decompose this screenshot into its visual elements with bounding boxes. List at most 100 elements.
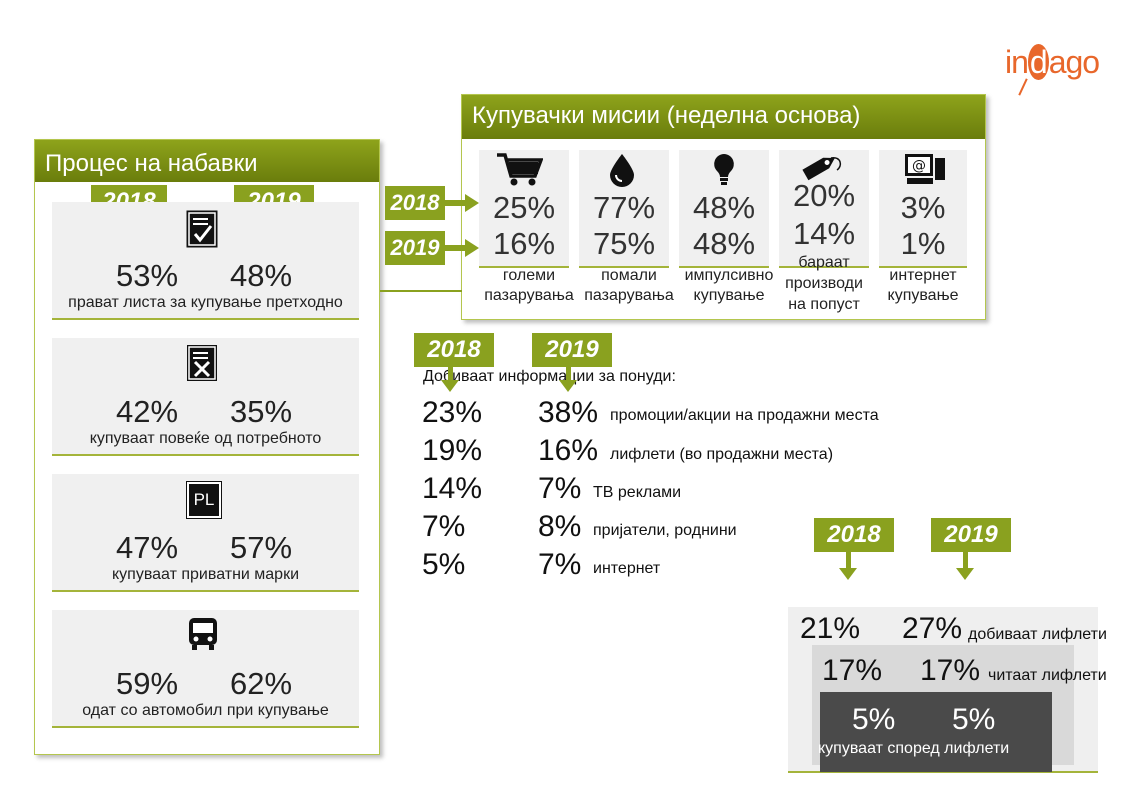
- info-row-a-4: 7%: [422, 510, 466, 543]
- leaflets-buy-2019: 5%: [952, 703, 996, 736]
- computer-icon: @: [903, 152, 947, 191]
- indago-logo: indago: [1005, 44, 1100, 81]
- info-row-label-2: лифлети (во продажни места): [610, 446, 834, 463]
- leaflets-year-2018: 2018: [814, 518, 894, 552]
- logo-text-start: in: [1005, 44, 1029, 80]
- drop-icon: [607, 152, 637, 193]
- process-block-overbuy: 42% 35% купуваат повеќе од потребното: [52, 338, 359, 456]
- info-arrow-2019: [566, 367, 571, 381]
- bus-icon: [187, 616, 219, 652]
- process-car-label: одат со автомобил при купување: [82, 702, 329, 719]
- mission-small-label-2: пазарувања: [584, 287, 674, 304]
- leaflets-receive-2019: 27%: [902, 612, 963, 645]
- mission-big-label-2: пазарувања: [484, 287, 574, 304]
- info-row-b-4: 8%: [538, 510, 582, 543]
- panel-connector-line: [380, 290, 462, 292]
- leaflets-read-2019: 17%: [920, 654, 981, 687]
- missions-year-2018: 2018: [385, 186, 445, 220]
- process-overbuy-2018: 42%: [116, 394, 179, 429]
- leaflets-receive-2018: 21%: [800, 612, 861, 645]
- leaflets-arrowhead-2019: [956, 568, 974, 580]
- info-row-b-5: 7%: [538, 548, 582, 581]
- missions-arrow-2018: [445, 194, 479, 212]
- process-overbuy-2019: 35%: [230, 394, 293, 429]
- leaflets-buy-2018: 5%: [852, 703, 896, 736]
- leaflets-year-2019: 2019: [931, 518, 1011, 552]
- mission-impulse-2019: 48%: [692, 226, 756, 261]
- process-private-label-2019: 57%: [230, 530, 293, 565]
- process-panel-title: Процес на набавки: [35, 140, 379, 182]
- leaflets-arrowhead-2018: [839, 568, 857, 580]
- process-private-label-2018: 47%: [116, 530, 179, 565]
- mission-big-2018: 25%: [492, 190, 556, 225]
- mission-online: @ 3% 1%: [879, 150, 967, 268]
- mission-discount-label-3: на попуст: [788, 296, 860, 313]
- mission-big-shopping: 25% 16%: [479, 150, 569, 268]
- leaflets-receive-label: добиваат лифлети: [968, 626, 1107, 643]
- info-row-a-5: 5%: [422, 548, 466, 581]
- process-overbuy-label: купуваат повеќе од потребното: [89, 430, 322, 447]
- tag-icon: [797, 150, 845, 187]
- pl-icon: PL: [186, 481, 222, 519]
- mission-discount: 20% 14%: [779, 150, 869, 268]
- leaflets-box-buy: [820, 692, 1052, 772]
- logo-text-mid: d: [1027, 44, 1049, 80]
- mission-discount-2018: 20%: [792, 178, 856, 213]
- mission-discount-label-2: производи: [785, 275, 863, 292]
- mission-big-label-1: големи: [502, 267, 556, 284]
- mission-online-label-2: купување: [887, 287, 959, 304]
- info-row-label-1: промоции/акции на продажни места: [610, 407, 879, 424]
- leaflets-arrow-2018: [846, 552, 851, 569]
- process-list-2019: 48%: [230, 258, 293, 293]
- cart-icon: [495, 152, 544, 191]
- mission-impulse-2018: 48%: [692, 190, 756, 225]
- missions-year-2019: 2019: [385, 231, 445, 265]
- logo-text-end: ago: [1048, 44, 1100, 80]
- info-year-2019: 2019: [532, 333, 612, 367]
- checklist-icon: [186, 210, 218, 248]
- mission-impulse-label-1: импулсивно: [684, 267, 774, 284]
- info-arrow-2018: [448, 367, 453, 381]
- process-block-private-label: PL 47% 57% купуваат приватни марки: [52, 474, 359, 592]
- process-private-label-label: купуваат приватни марки: [111, 566, 300, 583]
- mission-big-2019: 16%: [492, 226, 556, 261]
- process-car-2019: 62%: [230, 666, 293, 701]
- info-arrowhead-2019: [559, 380, 577, 392]
- process-car-2018: 59%: [116, 666, 179, 701]
- info-row-a-2: 19%: [422, 434, 483, 467]
- info-arrowhead-2018: [441, 380, 459, 392]
- leaflets-read-2018: 17%: [822, 654, 883, 687]
- crossed-list-icon: [186, 344, 218, 382]
- mission-small-2018: 77%: [592, 190, 656, 225]
- info-row-b-3: 7%: [538, 472, 582, 505]
- info-row-label-5: интернет: [593, 560, 661, 577]
- mission-online-2019: 1%: [900, 226, 946, 261]
- info-row-b-1: 38%: [538, 396, 599, 429]
- mission-small-label-1: помали: [601, 267, 657, 284]
- info-row-b-2: 16%: [538, 434, 599, 467]
- mission-online-label-1: интернет: [889, 267, 957, 284]
- process-block-list: 53% 48% прават листа за купување претход…: [52, 202, 359, 320]
- info-row-a-1: 23%: [422, 396, 483, 429]
- mission-online-2018: 3%: [900, 190, 946, 225]
- missions-arrow-2019: [445, 239, 479, 257]
- info-year-2018: 2018: [414, 333, 494, 367]
- info-row-label-3: ТВ реклами: [593, 484, 682, 501]
- info-row-a-3: 14%: [422, 472, 483, 505]
- mission-impulse-label-2: купување: [693, 287, 765, 304]
- leaflets-arrow-2019: [963, 552, 968, 569]
- process-list-label: прават листа за купување претходно: [68, 294, 343, 311]
- svg-text:@: @: [912, 158, 926, 174]
- mission-discount-label-1: бараат: [798, 254, 850, 271]
- pl-icon-text: PL: [193, 490, 215, 509]
- bulb-icon: [712, 152, 736, 191]
- leaflets-buy-label: купуваат според лифлети: [818, 740, 1010, 757]
- mission-discount-2019: 14%: [792, 216, 856, 251]
- mission-impulse: 48% 48%: [679, 150, 769, 268]
- process-block-car: 59% 62% одат со автомобил при купување: [52, 610, 359, 728]
- process-list-2018: 53%: [116, 258, 179, 293]
- mission-small-2019: 75%: [592, 226, 656, 261]
- mission-small-shopping: 77% 75%: [579, 150, 669, 268]
- info-title: Добиваат информации за понуди:: [423, 368, 676, 385]
- info-row-label-4: пријатели, роднини: [593, 522, 737, 539]
